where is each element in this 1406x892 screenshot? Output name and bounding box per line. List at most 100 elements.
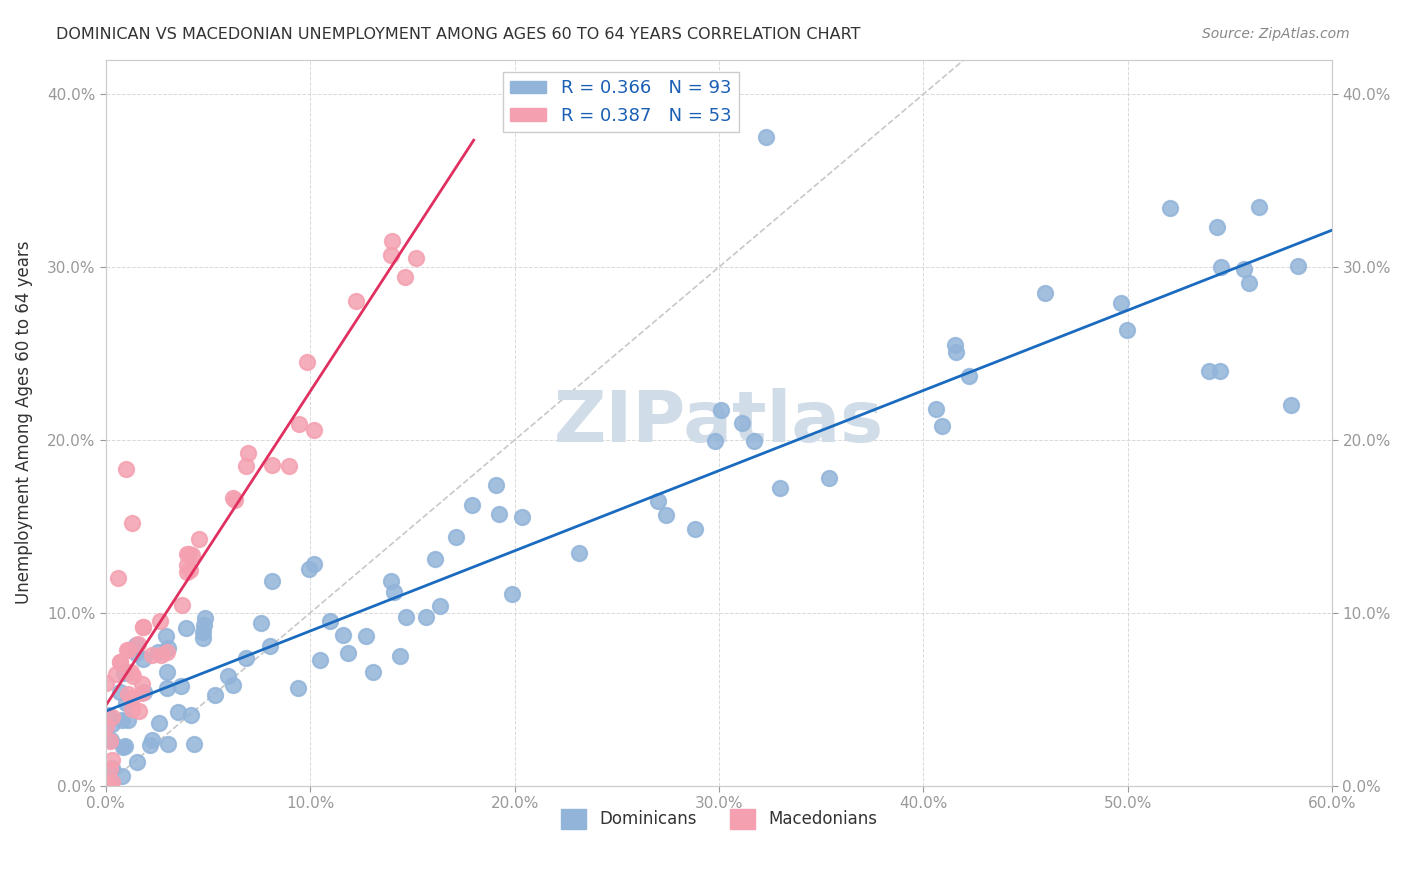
Point [356,629,378,643]
Point [115,696,138,710]
Point [174,621,197,635]
Point [149,614,172,628]
Point [510,509,533,524]
Point [183,737,205,751]
Point [193,618,215,632]
Point [389,649,412,664]
Point [115,462,138,476]
Point [98,762,121,776]
Point [302,423,325,437]
Point [683,523,706,537]
Point [931,419,953,434]
Point [132,652,155,666]
Point [177,547,200,561]
Point [167,705,190,719]
Point [647,494,669,508]
Point [148,645,170,659]
Point [121,690,143,705]
Point [1033,285,1056,300]
Point [304,558,326,572]
Point [945,337,967,351]
Point [818,470,841,484]
Point [235,650,257,665]
Point [924,401,946,416]
Point [194,611,217,625]
Point [319,615,342,629]
Point [127,636,149,650]
Point [181,548,204,562]
Point [381,234,404,248]
Point [308,653,330,667]
Point [488,508,510,522]
Point [100,732,122,747]
Point [104,667,127,681]
Point [96,719,118,733]
Point [121,516,143,530]
Legend: Dominicans, Macedonians: Dominicans, Macedonians [554,802,884,836]
Point [131,686,153,700]
Point [112,666,135,681]
Point [114,739,136,754]
Point [278,458,301,473]
Point [139,738,162,752]
Point [769,481,792,495]
Point [222,491,245,505]
Point [744,434,766,448]
Point [395,610,418,624]
Point [945,345,967,359]
Point [101,753,124,767]
Point [101,710,124,724]
Point [484,477,506,491]
Point [125,755,148,769]
Point [224,492,246,507]
Point [121,701,143,715]
Point [394,269,416,284]
Point [1205,219,1227,234]
Point [1208,364,1230,378]
Point [117,687,139,701]
Point [191,631,214,645]
Point [170,598,193,612]
Point [461,498,484,512]
Point [429,599,451,613]
Point [405,251,427,265]
Point [156,645,179,659]
Point [444,530,467,544]
Point [191,624,214,639]
Point [259,639,281,653]
Point [108,655,131,669]
Point [250,615,273,630]
Point [156,681,179,695]
Point [382,585,405,599]
Point [1109,296,1132,310]
Point [108,685,131,699]
Point [176,565,198,579]
Point [288,417,311,431]
Point [238,445,260,459]
Point [703,434,725,448]
Point [1159,201,1181,215]
Point [141,648,163,662]
Point [117,643,139,657]
Point [141,733,163,747]
Point [131,677,153,691]
Point [155,629,177,643]
Point [1209,260,1232,274]
Point [169,679,191,693]
Point [755,130,778,145]
Point [176,558,198,573]
Point [98,734,121,748]
Point [124,646,146,660]
Point [957,369,980,384]
Point [111,713,134,727]
Point [1198,364,1220,378]
Point [101,775,124,789]
Point [120,665,142,679]
Point [1116,323,1139,337]
Point [235,459,257,474]
Point [131,619,153,633]
Point [124,638,146,652]
Point [298,562,321,576]
Point [101,717,124,731]
Point [156,665,179,679]
